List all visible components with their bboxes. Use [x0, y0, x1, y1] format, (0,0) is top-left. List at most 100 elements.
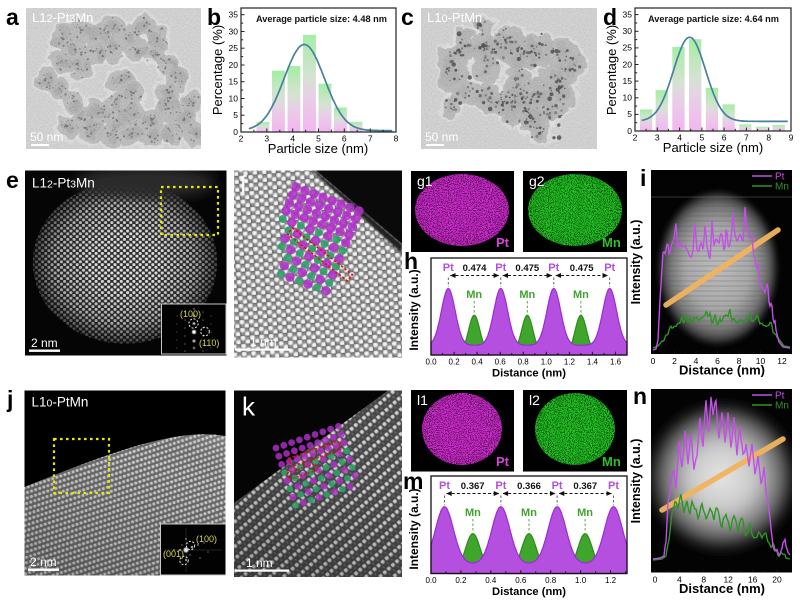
svg-text:0.8: 0.8 — [518, 358, 530, 367]
svg-text:f: f — [240, 172, 247, 199]
svg-text:5: 5 — [627, 109, 632, 119]
svg-text:0.474: 0.474 — [463, 263, 487, 274]
svg-text:20: 20 — [229, 60, 239, 70]
svg-text:0.366: 0.366 — [517, 481, 541, 492]
svg-text:3: 3 — [655, 133, 660, 143]
svg-text:a: a — [6, 4, 19, 30]
svg-text:Mn: Mn — [775, 401, 789, 412]
svg-text:0.4: 0.4 — [472, 358, 484, 367]
svg-text:12: 12 — [723, 575, 733, 585]
svg-text:2: 2 — [633, 133, 638, 143]
svg-text:Pt: Pt — [443, 262, 454, 274]
svg-text:16: 16 — [748, 575, 758, 585]
svg-text:Pt: Pt — [608, 480, 619, 492]
svg-text:1.2: 1.2 — [605, 576, 617, 585]
svg-text:3: 3 — [264, 134, 269, 144]
svg-text:Pt: Pt — [775, 391, 785, 402]
svg-text:Intensity (a.u.): Intensity (a.u.) — [407, 488, 421, 569]
svg-text:1.2: 1.2 — [564, 358, 576, 367]
svg-text:0.6: 0.6 — [515, 576, 527, 585]
svg-text:30: 30 — [229, 26, 239, 36]
svg-text:1.4: 1.4 — [587, 358, 599, 367]
svg-text:35: 35 — [229, 10, 239, 20]
svg-text:2 nm: 2 nm — [30, 555, 57, 569]
svg-text:d: d — [603, 4, 617, 30]
svg-text:Percentage (%): Percentage (%) — [210, 25, 225, 115]
svg-text:(001): (001) — [163, 549, 184, 559]
svg-text:Mn: Mn — [521, 507, 537, 519]
svg-text:15: 15 — [229, 77, 239, 87]
svg-text:Average particle size: 4.48 nm: Average particle size: 4.48 nm — [256, 14, 387, 24]
svg-text:Distance (nm): Distance (nm) — [679, 581, 765, 596]
svg-text:n: n — [633, 383, 647, 409]
svg-text:Mn: Mn — [466, 289, 482, 301]
svg-text:l2: l2 — [529, 392, 540, 408]
svg-text:Mn: Mn — [602, 454, 621, 469]
svg-text:L12-Pt3Mn: L12-Pt3Mn — [32, 176, 95, 191]
svg-text:35: 35 — [623, 9, 633, 19]
svg-text:5: 5 — [316, 134, 321, 144]
svg-text:b: b — [207, 4, 221, 30]
svg-text:Pt: Pt — [604, 262, 615, 274]
svg-text:0.8: 0.8 — [545, 576, 557, 585]
svg-text:0.2: 0.2 — [455, 576, 467, 585]
svg-text:0: 0 — [653, 575, 658, 585]
svg-text:(100): (100) — [196, 534, 217, 544]
svg-text:0.367: 0.367 — [573, 481, 597, 492]
svg-text:l1: l1 — [417, 392, 428, 408]
svg-text:50 nm: 50 nm — [30, 130, 63, 144]
svg-text:Pt: Pt — [496, 454, 510, 469]
svg-text:12: 12 — [777, 356, 787, 366]
svg-text:4: 4 — [694, 356, 699, 366]
svg-text:8: 8 — [737, 356, 742, 366]
svg-text:k: k — [242, 392, 256, 422]
svg-text:Particle size (nm): Particle size (nm) — [268, 141, 368, 156]
svg-text:e: e — [6, 167, 19, 193]
svg-text:10: 10 — [756, 356, 766, 366]
svg-text:Intensity (a.u.): Intensity (a.u.) — [629, 220, 643, 305]
svg-text:1.0: 1.0 — [575, 576, 587, 585]
svg-text:10: 10 — [623, 93, 633, 103]
svg-text:Pt: Pt — [552, 480, 563, 492]
svg-text:i: i — [640, 165, 646, 191]
svg-text:4: 4 — [677, 575, 682, 585]
svg-text:Average particle size: 4.64 nm: Average particle size: 4.64 nm — [648, 14, 779, 24]
svg-text:4: 4 — [677, 133, 682, 143]
svg-text:Pt: Pt — [496, 235, 510, 250]
svg-text:8: 8 — [701, 575, 706, 585]
svg-text:Pt: Pt — [548, 262, 559, 274]
svg-text:(110): (110) — [199, 338, 219, 348]
svg-text:8: 8 — [766, 133, 771, 143]
svg-text:Intensity (a.u.): Intensity (a.u.) — [407, 269, 421, 350]
svg-text:c: c — [401, 4, 414, 30]
svg-text:0.475: 0.475 — [515, 263, 539, 274]
svg-text:5: 5 — [233, 110, 238, 120]
svg-text:L12-Pt3Mn: L12-Pt3Mn — [32, 10, 93, 25]
svg-text:Pt: Pt — [439, 480, 450, 492]
svg-text:0.6: 0.6 — [495, 358, 507, 367]
svg-text:0.4: 0.4 — [485, 576, 497, 585]
svg-text:6: 6 — [722, 133, 727, 143]
svg-text:8: 8 — [394, 134, 399, 144]
svg-text:Pt: Pt — [495, 480, 506, 492]
svg-text:0.0: 0.0 — [425, 358, 437, 367]
svg-text:L10-PtMn: L10-PtMn — [427, 10, 482, 25]
svg-text:Mn: Mn — [602, 235, 621, 250]
svg-text:Mn: Mn — [519, 289, 535, 301]
svg-text:j: j — [6, 386, 13, 412]
svg-text:0: 0 — [627, 126, 632, 136]
svg-text:Distance (nm): Distance (nm) — [492, 368, 566, 380]
svg-text:7: 7 — [744, 133, 749, 143]
svg-text:5: 5 — [700, 133, 705, 143]
svg-text:0: 0 — [233, 127, 238, 137]
svg-text:9: 9 — [789, 133, 794, 143]
svg-text:g2: g2 — [529, 173, 545, 189]
svg-text:m: m — [403, 468, 423, 494]
svg-text:20: 20 — [772, 575, 782, 585]
svg-text:Intensity (a.u.): Intensity (a.u.) — [629, 439, 643, 524]
svg-text:0.0: 0.0 — [425, 576, 437, 585]
svg-text:Mn: Mn — [465, 507, 481, 519]
svg-text:g1: g1 — [417, 173, 433, 189]
svg-text:Mn: Mn — [573, 289, 589, 301]
svg-text:2: 2 — [239, 134, 244, 144]
